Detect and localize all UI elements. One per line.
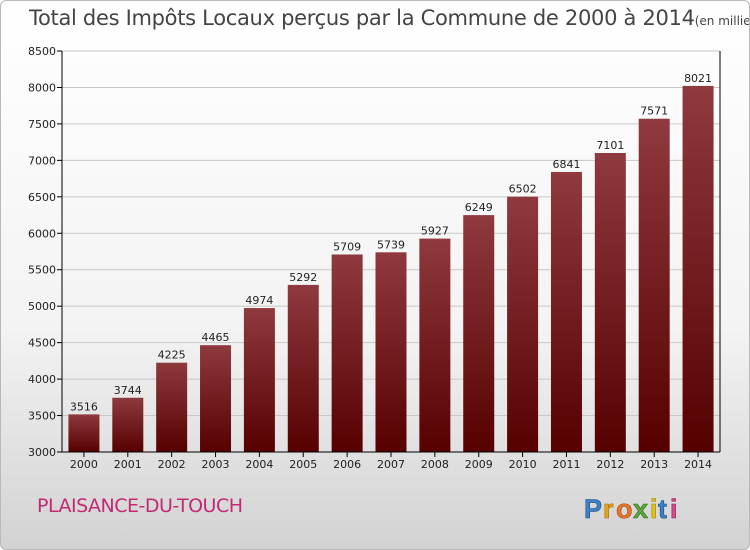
y-tick-label: 4500	[28, 337, 56, 350]
svg-text:i: i	[670, 494, 678, 524]
bar	[331, 254, 363, 452]
chart-title-text: Total des Impôts Locaux perçus par la Co…	[29, 6, 695, 30]
bar	[463, 215, 495, 452]
svg-text:t: t	[658, 494, 667, 524]
x-tick-label: 2002	[158, 458, 186, 471]
y-tick-label: 8500	[28, 45, 56, 58]
data-label: 4465	[202, 331, 230, 344]
bar	[68, 414, 100, 452]
proxiti-logo: P r o x i t i	[584, 494, 678, 525]
x-tick-label: 2012	[596, 458, 624, 471]
y-tick-label: 4000	[28, 373, 56, 386]
data-label: 7571	[640, 105, 668, 118]
x-tick-label: 2000	[70, 458, 98, 471]
bar	[419, 238, 451, 452]
y-tick-label: 8000	[28, 81, 56, 94]
data-label: 7101	[596, 139, 624, 152]
data-label: 6249	[465, 201, 493, 214]
svg-text:o: o	[616, 494, 633, 524]
x-tick-label: 2003	[202, 458, 230, 471]
bar	[243, 308, 275, 452]
bar	[638, 118, 670, 452]
y-tick-label: 7000	[28, 154, 56, 167]
x-tick-label: 2005	[289, 458, 317, 471]
y-tick-label: 6500	[28, 191, 56, 204]
chart-title: Total des Impôts Locaux perçus par la Co…	[29, 6, 750, 30]
x-tick-label: 2006	[333, 458, 361, 471]
x-tick-label: 2004	[245, 458, 273, 471]
data-label: 5739	[377, 238, 405, 251]
commune-name: PLAISANCE-DU-TOUCH	[37, 495, 243, 517]
y-tick-label: 5500	[28, 264, 56, 277]
svg-text:x: x	[633, 494, 648, 524]
data-label: 4974	[245, 294, 273, 307]
bar	[287, 284, 319, 452]
x-tick-label: 2001	[114, 458, 142, 471]
bar	[550, 171, 582, 452]
data-label: 5709	[333, 240, 361, 253]
bar	[200, 345, 232, 452]
svg-text:i: i	[650, 494, 658, 524]
data-label: 5927	[421, 225, 449, 238]
y-tick-label: 6000	[28, 227, 56, 240]
data-label: 6502	[509, 183, 537, 196]
bar	[375, 252, 407, 452]
data-label: 3516	[70, 400, 98, 413]
y-tick-label: 3500	[28, 410, 56, 423]
bar	[156, 362, 188, 452]
x-tick-label: 2014	[684, 458, 712, 471]
y-tick-label: 7500	[28, 118, 56, 131]
x-tick-label: 2011	[552, 458, 580, 471]
svg-text:r: r	[603, 494, 614, 524]
x-tick-label: 2009	[465, 458, 493, 471]
x-tick-label: 2013	[640, 458, 668, 471]
svg-text:P: P	[584, 494, 602, 524]
data-label: 8021	[684, 72, 712, 85]
data-label: 3744	[114, 384, 142, 397]
bar	[682, 85, 714, 452]
data-label: 5292	[289, 271, 317, 284]
data-label: 6841	[552, 158, 580, 171]
y-tick-label: 3000	[28, 446, 56, 459]
x-tick-label: 2010	[509, 458, 537, 471]
bar	[112, 397, 144, 452]
bar	[594, 152, 626, 452]
bar	[507, 196, 539, 452]
chart-title-unit: (en milliers d'€)	[694, 14, 750, 28]
x-tick-label: 2007	[377, 458, 405, 471]
x-tick-label: 2008	[421, 458, 449, 471]
data-label: 4225	[158, 349, 186, 362]
y-tick-label: 5000	[28, 300, 56, 313]
